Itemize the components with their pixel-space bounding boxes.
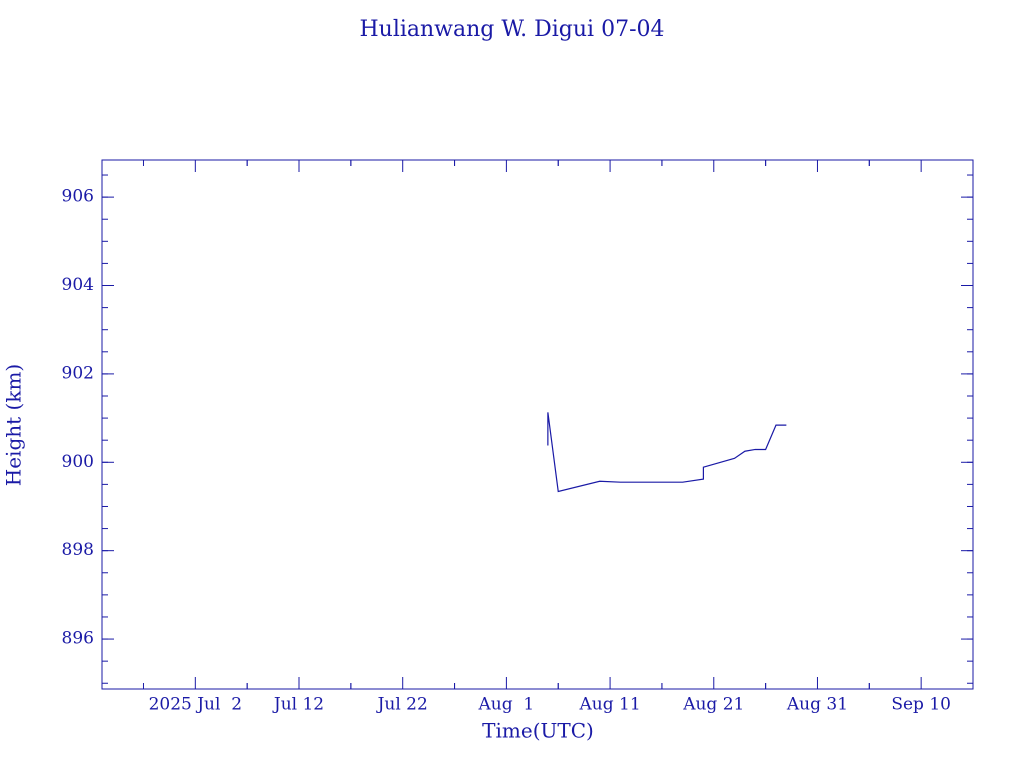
x-tick-label: Jul 12: [272, 695, 324, 715]
x-tick-label: Sep 10: [891, 695, 951, 715]
x-tick-label: 2025 Jul 2: [149, 695, 243, 715]
y-tick-label: 896: [62, 629, 94, 649]
chart-title: Hulianwang W. Digui 07-04: [359, 17, 664, 42]
y-tick-label: 902: [62, 363, 94, 383]
y-tick-label: 900: [62, 452, 94, 472]
x-tick-label: Aug 1: [478, 695, 535, 715]
x-tick-label: Jul 22: [376, 695, 428, 715]
y-tick-label: 906: [62, 187, 94, 207]
y-axis-label: Height (km): [2, 364, 26, 486]
plot-frame: [101, 159, 974, 690]
data-line: [547, 412, 787, 493]
x-axis-label: Time(UTC): [482, 719, 594, 743]
y-tick-label: 904: [62, 275, 94, 295]
x-tick-label: Aug 21: [682, 695, 744, 715]
x-tick-label: Aug 31: [786, 695, 848, 715]
y-tick-label: 898: [62, 540, 94, 560]
x-tick-label: Aug 11: [579, 695, 641, 715]
